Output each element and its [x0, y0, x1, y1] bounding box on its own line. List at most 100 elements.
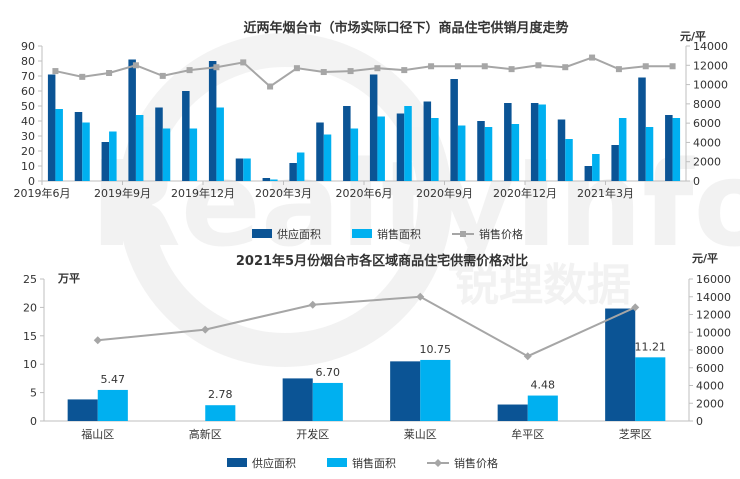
bar-supply [504, 103, 512, 181]
price-point [52, 68, 59, 75]
data-label: 10.75 [420, 343, 452, 356]
data-label: 5.47 [101, 373, 126, 386]
bar-sales [162, 128, 171, 181]
right-tick-label: 14000 [696, 291, 731, 304]
legend-label: 销售面积 [377, 227, 421, 241]
price-point [508, 66, 515, 73]
price-point [374, 65, 381, 72]
bar-sales [323, 134, 332, 181]
bar-sales [270, 179, 278, 181]
chart-title: 2021年5月份烟台市各区域商品住宅供需价格对比 [236, 253, 528, 269]
right-tick-label: 8000 [696, 344, 724, 357]
right-tick-label: 0 [696, 415, 703, 428]
bar-sales [377, 116, 385, 181]
left-tick-label: 90 [21, 40, 35, 53]
price-point [159, 72, 166, 79]
bar-sales [457, 125, 466, 181]
bar-supply [316, 122, 324, 181]
x-tick-label: 2020年12月 [493, 186, 557, 200]
right-tick-label: 6000 [696, 362, 724, 375]
bar-sales [592, 154, 600, 181]
price-point [589, 54, 596, 61]
bar-sales [511, 124, 520, 181]
price-point [562, 64, 569, 71]
bar-supply [282, 378, 313, 421]
bar-supply [74, 112, 83, 181]
bar-sales [645, 127, 654, 181]
bar-sales [82, 122, 90, 181]
bar-supply [235, 158, 244, 181]
price-line [97, 295, 636, 358]
bar-supply [605, 308, 636, 421]
price-line [55, 56, 673, 88]
left-tick-label: 15 [23, 330, 37, 343]
legend-swatch [252, 229, 272, 238]
legend-swatch [327, 458, 347, 467]
bar-supply [477, 121, 485, 181]
price-point [320, 69, 327, 76]
bar-supply [369, 74, 378, 181]
bar-supply [450, 79, 458, 181]
price-point [347, 68, 354, 75]
bar-supply [343, 106, 351, 181]
left-tick-label: 20 [23, 301, 37, 314]
bar-sales [350, 128, 359, 181]
bar-sales [420, 359, 451, 421]
left-tick-label: 0 [28, 175, 35, 188]
x-tick-label: 莱山区 [404, 428, 437, 441]
bar-sales [672, 118, 681, 181]
left-tick-label: 80 [21, 55, 35, 68]
bar-sales [243, 158, 251, 181]
bar-sales [635, 357, 666, 421]
bar-supply [67, 399, 98, 421]
legend-swatch [352, 229, 372, 238]
price-point [669, 63, 676, 70]
left-tick-label: 10 [21, 160, 35, 173]
x-tick-label: 开发区 [296, 427, 329, 441]
bar-sales [312, 382, 343, 421]
right-tick-label: 10000 [693, 79, 728, 92]
price-point [428, 63, 435, 70]
bar-supply [262, 178, 271, 181]
district-comparison-chart: 2021年5月份烟台市各区域商品住宅供需价格对比 万平 元/平 0 5 10 15 20… [23, 252, 731, 470]
x-tick-label: 牟平区 [511, 427, 544, 441]
price-point [267, 83, 274, 90]
left-tick-label: 20 [21, 145, 35, 158]
bar-sales [618, 118, 627, 181]
right-tick-label: 12000 [693, 59, 728, 72]
watermark-brand-en: RealtyInfo [90, 135, 740, 273]
x-tick-label: 芝罘区 [619, 428, 652, 441]
bar-sales [109, 131, 117, 181]
left-tick-label: 40 [21, 115, 35, 128]
right-tick-label: 2000 [693, 156, 721, 169]
bar-supply [665, 115, 673, 181]
data-label: 4.48 [531, 379, 556, 392]
bar-supply [208, 61, 217, 181]
legend-swatch [227, 458, 247, 467]
left-tick-label: 50 [21, 100, 35, 113]
right-axis-unit: 元/平 [680, 30, 706, 43]
price-point [293, 65, 300, 72]
price-point [106, 70, 113, 76]
price-point [201, 325, 210, 334]
left-tick-label: 10 [23, 358, 37, 371]
right-tick-label: 4000 [696, 380, 724, 393]
legend: 供应面积 销售面积 销售价格 [252, 227, 523, 241]
x-tick-label: 2020年3月 [255, 186, 312, 200]
bar-sales [55, 109, 63, 181]
left-tick-label: 25 [23, 273, 37, 286]
price-point [401, 67, 408, 74]
bar-supply [47, 74, 56, 181]
right-tick-label: 6000 [693, 117, 721, 130]
bar-supply [396, 113, 405, 181]
bar-sales [296, 152, 305, 181]
right-tick-label: 14000 [693, 40, 728, 53]
plot-area: 0 5 10 15 20 25 0 2000 4000 6000 8000 10000 12000 140… [23, 273, 731, 441]
right-tick-label: 12000 [696, 309, 731, 322]
x-tick-label: 2019年9月 [94, 186, 151, 200]
left-tick-label: 70 [21, 70, 35, 83]
monthly-supply-sales-chart: 近两年烟台市（市场实际口径下）商品住宅供销月度走势 元/平 0 10 20 30 40 5… [14, 20, 729, 241]
data-label: 6.70 [316, 366, 341, 379]
x-tick-label: 2019年12月 [171, 186, 235, 200]
